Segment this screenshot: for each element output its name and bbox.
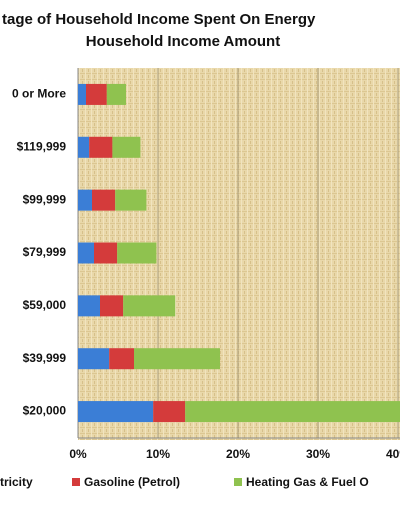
legend-label: tricity — [0, 475, 33, 489]
bar-segment — [78, 136, 90, 158]
x-tick-label: 20% — [226, 447, 250, 461]
bar-segment — [86, 83, 107, 105]
x-tick-label: 10% — [146, 447, 170, 461]
bar-segment — [109, 348, 134, 370]
y-tick-label: $119,999 — [17, 139, 67, 153]
y-tick-label: 0 or More — [12, 87, 66, 101]
bar-segment — [89, 136, 113, 158]
bar-segment — [153, 401, 186, 423]
x-tick-label: 40% — [386, 447, 400, 461]
legend-label: Heating Gas & Fuel O — [246, 475, 369, 489]
legend-label: Gasoline (Petrol) — [84, 475, 180, 489]
bar-segment — [78, 242, 94, 264]
chart-subtitle: Household Income Amount — [86, 33, 280, 50]
plot-area: 0% 10% 20% 30% 40% 0 or More $119,999 $99,999 $7… — [0, 68, 400, 489]
bar-segment — [78, 401, 154, 423]
bar-segment — [117, 242, 157, 264]
y-tick-label: $20,000 — [23, 404, 67, 418]
y-tick-label: $39,999 — [23, 351, 67, 365]
legend-swatch — [72, 478, 80, 486]
y-tick-label: $59,000 — [23, 298, 67, 312]
bar-segment — [185, 401, 400, 423]
bar-segment — [134, 348, 220, 370]
bar-segment — [78, 189, 92, 211]
legend-swatch — [234, 478, 242, 486]
bar-segment — [78, 295, 100, 317]
y-tick-label: $99,999 — [23, 192, 67, 206]
bar-segment — [92, 189, 116, 211]
x-tick-label: 0% — [69, 447, 87, 461]
bar-segment — [123, 295, 176, 317]
bar-segment — [100, 295, 124, 317]
bar-segment — [115, 189, 147, 211]
bar-segment — [94, 242, 118, 264]
bar-segment — [106, 83, 126, 105]
bar-segment — [112, 136, 141, 158]
x-tick-label: 30% — [306, 447, 330, 461]
y-tick-label: $79,999 — [23, 245, 67, 259]
bar-segment — [78, 83, 86, 105]
chart-title: tage of Household Income Spent On Energy — [2, 11, 316, 28]
bar-segment — [78, 348, 110, 370]
